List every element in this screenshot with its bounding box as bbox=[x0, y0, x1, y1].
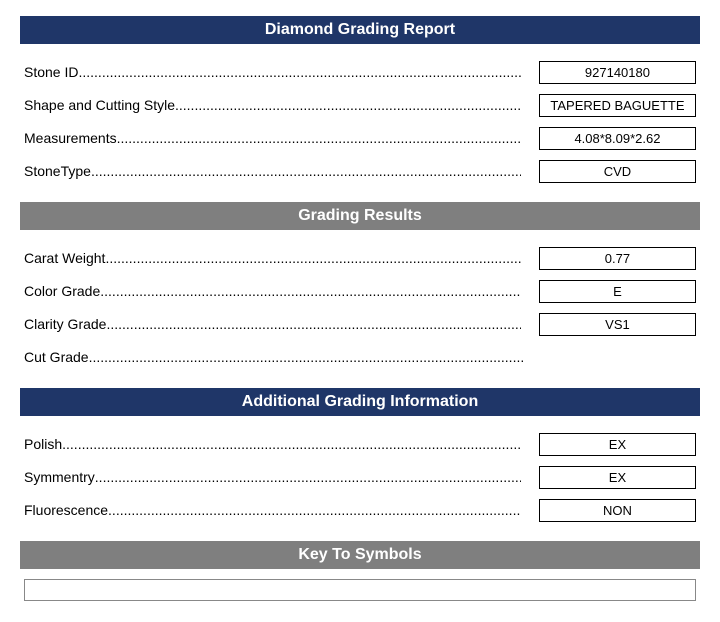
row-label: Clarity Grade bbox=[24, 316, 106, 332]
leader-dots bbox=[78, 64, 520, 80]
row-value: TAPERED BAGUETTE bbox=[539, 94, 696, 117]
key-to-symbols-box bbox=[24, 579, 696, 601]
row-label: Cut Grade bbox=[24, 349, 89, 365]
leader-dots bbox=[62, 436, 521, 452]
row-label-area: Shape and Cutting Style bbox=[24, 97, 521, 113]
row-label: Color Grade bbox=[24, 283, 100, 299]
report-row: Stone ID 927140180 bbox=[24, 60, 696, 84]
leader-dots bbox=[91, 163, 521, 179]
row-label: Measurements bbox=[24, 130, 117, 146]
row-label-area: Fluorescence bbox=[24, 502, 521, 518]
section-rows: Carat Weight 0.77 Color Grade E Clarity Grad… bbox=[20, 246, 700, 388]
row-label-area: Stone ID bbox=[24, 64, 521, 80]
section-rows: Polish EX Symmentry EX Fluorescence NON bbox=[20, 432, 700, 541]
row-label: Symmentry bbox=[24, 469, 95, 485]
row-label-area: Polish bbox=[24, 436, 521, 452]
report-row: Clarity Grade VS1 bbox=[24, 312, 696, 336]
key-to-symbols-header: Key To Symbols bbox=[20, 541, 700, 569]
row-value: NON bbox=[539, 499, 696, 522]
leader-dots bbox=[175, 97, 521, 113]
row-value: VS1 bbox=[539, 313, 696, 336]
report-row: StoneType CVD bbox=[24, 159, 696, 183]
leader-dots bbox=[89, 349, 524, 365]
row-label: Carat Weight bbox=[24, 250, 105, 266]
row-label: Fluorescence bbox=[24, 502, 108, 518]
row-value: EX bbox=[539, 433, 696, 456]
row-value: 4.08*8.09*2.62 bbox=[539, 127, 696, 150]
diamond-grading-report: Diamond Grading ReportStone ID927140180S… bbox=[20, 16, 700, 601]
row-value: 0.77 bbox=[539, 247, 696, 270]
row-label-area: Measurements bbox=[24, 130, 521, 146]
row-label-area: Cut Grade bbox=[24, 349, 524, 365]
row-label-area: Clarity Grade bbox=[24, 316, 521, 332]
leader-dots bbox=[100, 283, 521, 299]
leader-dots bbox=[108, 502, 521, 518]
section-header: Additional Grading Information bbox=[20, 388, 700, 416]
section-header: Grading Results bbox=[20, 202, 700, 230]
row-label-area: Color Grade bbox=[24, 283, 521, 299]
report-row: Cut Grade bbox=[24, 345, 696, 369]
report-row: Color Grade E bbox=[24, 279, 696, 303]
row-value: EX bbox=[539, 466, 696, 489]
leader-dots bbox=[106, 316, 520, 332]
report-row: Shape and Cutting Style TAPERED BAGUETTE bbox=[24, 93, 696, 117]
report-row: Measurements 4.08*8.09*2.62 bbox=[24, 126, 696, 150]
row-label: Polish bbox=[24, 436, 62, 452]
section-rows: Stone ID 927140180 Shape and Cutting Style… bbox=[20, 60, 700, 202]
row-label-area: Symmentry bbox=[24, 469, 521, 485]
row-value: 927140180 bbox=[539, 61, 696, 84]
leader-dots bbox=[117, 130, 521, 146]
leader-dots bbox=[105, 250, 520, 266]
report-row: Carat Weight 0.77 bbox=[24, 246, 696, 270]
report-row: Symmentry EX bbox=[24, 465, 696, 489]
row-label: StoneType bbox=[24, 163, 91, 179]
row-label-area: StoneType bbox=[24, 163, 521, 179]
section-header: Diamond Grading Report bbox=[20, 16, 700, 44]
row-label: Stone ID bbox=[24, 64, 78, 80]
report-row: Fluorescence NON bbox=[24, 498, 696, 522]
row-label-area: Carat Weight bbox=[24, 250, 521, 266]
leader-dots bbox=[95, 469, 521, 485]
row-value: CVD bbox=[539, 160, 696, 183]
row-label: Shape and Cutting Style bbox=[24, 97, 175, 113]
row-value: E bbox=[539, 280, 696, 303]
report-row: Polish EX bbox=[24, 432, 696, 456]
